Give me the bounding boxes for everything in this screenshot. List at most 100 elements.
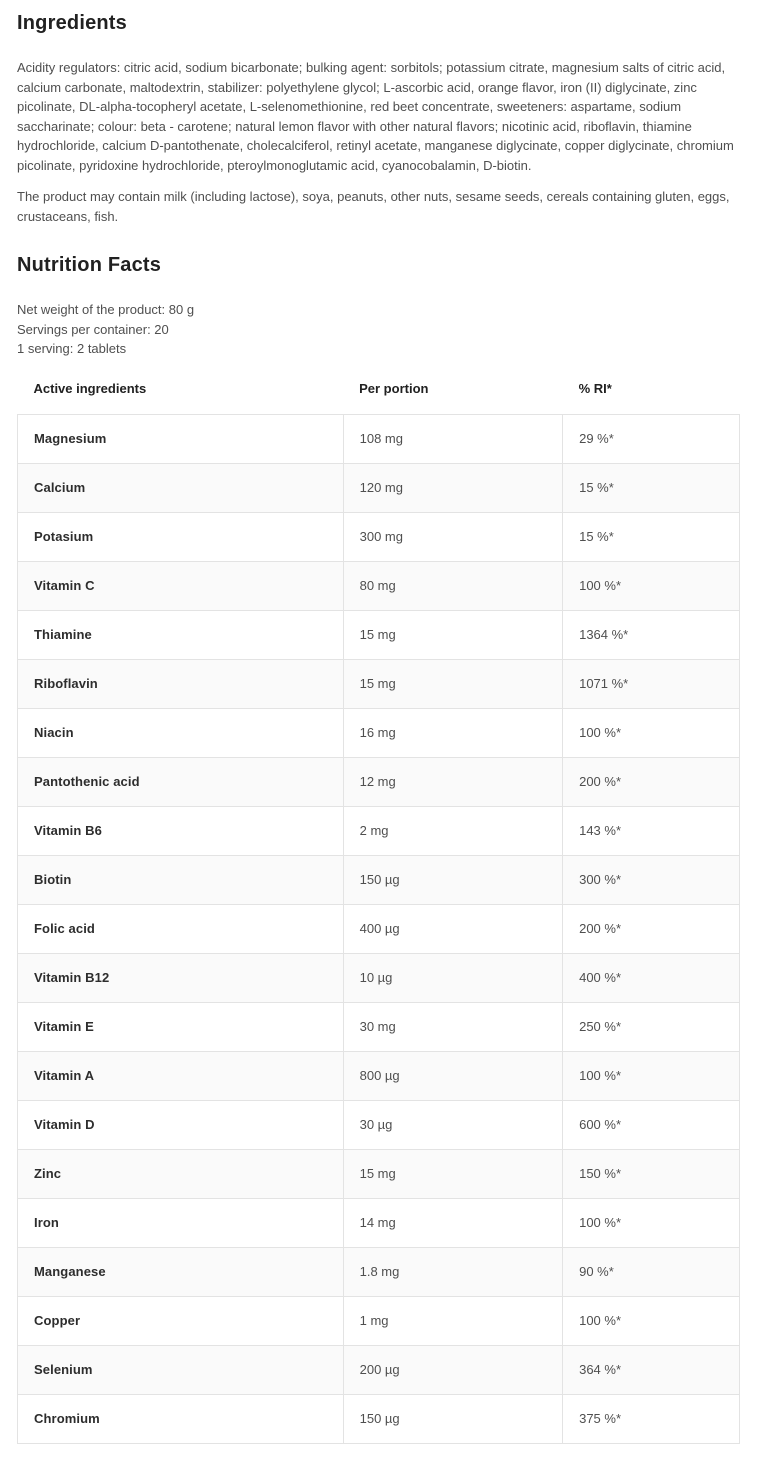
table-row: Vitamin D 30 µg 600 %* bbox=[17, 1099, 740, 1150]
ri-value: 600 %* bbox=[562, 1099, 740, 1150]
table-row: Pantothenic acid 12 mg 200 %* bbox=[17, 756, 740, 807]
per-portion-value: 400 µg bbox=[342, 903, 564, 954]
table-row: Vitamin B12 10 µg 400 %* bbox=[17, 952, 740, 1003]
nutrition-table-body: Magnesium 108 mg 29 %* Calcium 120 mg 15… bbox=[17, 413, 740, 1444]
ingredient-name: Vitamin A bbox=[17, 1050, 344, 1101]
per-portion-value: 150 µg bbox=[342, 854, 564, 905]
nutrition-facts-title: Nutrition Facts bbox=[17, 254, 162, 276]
net-weight-line: Net weight of the product: 80 g bbox=[17, 302, 195, 317]
ingredient-name: Chromium bbox=[17, 1393, 344, 1444]
per-portion-value: 15 mg bbox=[342, 1148, 564, 1199]
per-portion-value: 300 mg bbox=[342, 511, 564, 562]
per-portion-value: 15 mg bbox=[342, 609, 564, 660]
ingredient-name: Vitamin B12 bbox=[17, 952, 344, 1003]
per-portion-value: 30 µg bbox=[342, 1099, 564, 1150]
per-portion-value: 108 mg bbox=[342, 413, 564, 464]
per-portion-value: 15 mg bbox=[342, 658, 564, 709]
table-row: Copper 1 mg 100 %* bbox=[17, 1295, 740, 1346]
per-portion-value: 80 mg bbox=[342, 560, 564, 611]
per-portion-value: 1 mg bbox=[342, 1295, 564, 1346]
ri-value: 15 %* bbox=[562, 462, 740, 513]
per-portion-value: 10 µg bbox=[342, 952, 564, 1003]
ri-value: 200 %* bbox=[562, 903, 740, 954]
table-row: Iron 14 mg 100 %* bbox=[17, 1197, 740, 1248]
ingredient-name: Vitamin E bbox=[17, 1001, 344, 1052]
ri-value: 100 %* bbox=[562, 1197, 740, 1248]
per-portion-value: 30 mg bbox=[342, 1001, 564, 1052]
ingredient-name: Niacin bbox=[17, 707, 344, 758]
table-row: Calcium 120 mg 15 %* bbox=[17, 462, 740, 513]
ingredient-name: Zinc bbox=[17, 1148, 344, 1199]
ingredient-name: Magnesium bbox=[17, 413, 344, 464]
nutrition-table: Active ingredients Per portion % RI* Mag… bbox=[17, 380, 740, 1444]
ri-value: 29 %* bbox=[562, 413, 740, 464]
ingredient-name: Biotin bbox=[17, 854, 344, 905]
ri-value: 300 %* bbox=[562, 854, 740, 905]
ri-value: 143 %* bbox=[562, 805, 740, 856]
table-header-row: Active ingredients Per portion % RI* bbox=[17, 380, 740, 414]
ingredient-name: Iron bbox=[17, 1197, 344, 1248]
per-portion-value: 120 mg bbox=[342, 462, 564, 513]
ingredients-title: Ingredients bbox=[17, 12, 127, 34]
ingredient-name: Vitamin C bbox=[17, 560, 344, 611]
table-row: Folic acid 400 µg 200 %* bbox=[17, 903, 740, 954]
table-row: Riboflavin 15 mg 1071 %* bbox=[17, 658, 740, 709]
ingredient-name: Riboflavin bbox=[17, 658, 344, 709]
ingredient-name: Vitamin D bbox=[17, 1099, 344, 1150]
ingredient-name: Vitamin B6 bbox=[17, 805, 344, 856]
table-row: Thiamine 15 mg 1364 %* bbox=[17, 609, 740, 660]
ri-value: 250 %* bbox=[562, 1001, 740, 1052]
ri-value: 150 %* bbox=[562, 1148, 740, 1199]
servings-per-container-line: Servings per container: 20 bbox=[17, 321, 169, 337]
ri-value: 1364 %* bbox=[562, 609, 740, 660]
ingredient-name: Selenium bbox=[17, 1344, 344, 1395]
table-row: Vitamin E 30 mg 250 %* bbox=[17, 1001, 740, 1052]
serving-meta-block: Net weight of the product: 80 g Servings… bbox=[17, 300, 740, 359]
table-row: Niacin 16 mg 100 %* bbox=[17, 707, 740, 758]
table-row: Magnesium 108 mg 29 %* bbox=[17, 413, 740, 464]
ri-value: 100 %* bbox=[562, 707, 740, 758]
per-portion-value: 12 mg bbox=[342, 756, 564, 807]
per-portion-value: 150 µg bbox=[342, 1393, 564, 1444]
ri-value: 200 %* bbox=[562, 756, 740, 807]
per-portion-value: 16 mg bbox=[342, 707, 564, 758]
ingredient-name: Potasium bbox=[17, 511, 344, 562]
ri-value: 100 %* bbox=[562, 1295, 740, 1346]
per-portion-value: 800 µg bbox=[342, 1050, 564, 1101]
table-row: Zinc 15 mg 150 %* bbox=[17, 1148, 740, 1199]
table-row: Vitamin C 80 mg 100 %* bbox=[17, 560, 740, 611]
ri-value: 1071 %* bbox=[562, 658, 740, 709]
nutrition-table-header: Active ingredients Per portion % RI* bbox=[17, 380, 740, 414]
ri-value: 90 %* bbox=[562, 1246, 740, 1297]
ingredients-text: Acidity regulators: citric acid, sodium … bbox=[17, 60, 734, 173]
ri-value: 100 %* bbox=[562, 1050, 740, 1101]
ingredient-name: Calcium bbox=[17, 462, 344, 513]
ingredient-name: Manganese bbox=[17, 1246, 344, 1297]
per-portion-value: 2 mg bbox=[342, 805, 564, 856]
table-row: Biotin 150 µg 300 %* bbox=[17, 854, 740, 905]
ingredient-name: Copper bbox=[17, 1295, 344, 1346]
per-portion-value: 200 µg bbox=[342, 1344, 564, 1395]
ri-value: 100 %* bbox=[562, 560, 740, 611]
column-header-active-ingredients: Active ingredients bbox=[17, 380, 344, 414]
table-row: Selenium 200 µg 364 %* bbox=[17, 1344, 740, 1395]
table-row: Vitamin B6 2 mg 143 %* bbox=[17, 805, 740, 856]
table-row: Manganese 1.8 mg 90 %* bbox=[17, 1246, 740, 1297]
ri-value: 364 %* bbox=[562, 1344, 740, 1395]
ingredient-name: Folic acid bbox=[17, 903, 344, 954]
column-header-ri: % RI* bbox=[562, 380, 740, 414]
per-portion-value: 1.8 mg bbox=[342, 1246, 564, 1297]
ri-value: 15 %* bbox=[562, 511, 740, 562]
allergen-note: The product may contain milk (including … bbox=[17, 189, 730, 224]
ri-value: 400 %* bbox=[562, 952, 740, 1003]
per-portion-value: 14 mg bbox=[342, 1197, 564, 1248]
ri-value: 375 %* bbox=[562, 1393, 740, 1444]
ingredient-name: Pantothenic acid bbox=[17, 756, 344, 807]
serving-size-line: 1 serving: 2 tablets bbox=[17, 341, 127, 356]
column-header-per-portion: Per portion bbox=[343, 380, 563, 414]
nutrition-table-container: Active ingredients Per portion % RI* Mag… bbox=[17, 380, 740, 1444]
ingredient-name: Thiamine bbox=[17, 609, 344, 660]
table-row: Chromium 150 µg 375 %* bbox=[17, 1393, 740, 1444]
table-row: Vitamin A 800 µg 100 %* bbox=[17, 1050, 740, 1101]
